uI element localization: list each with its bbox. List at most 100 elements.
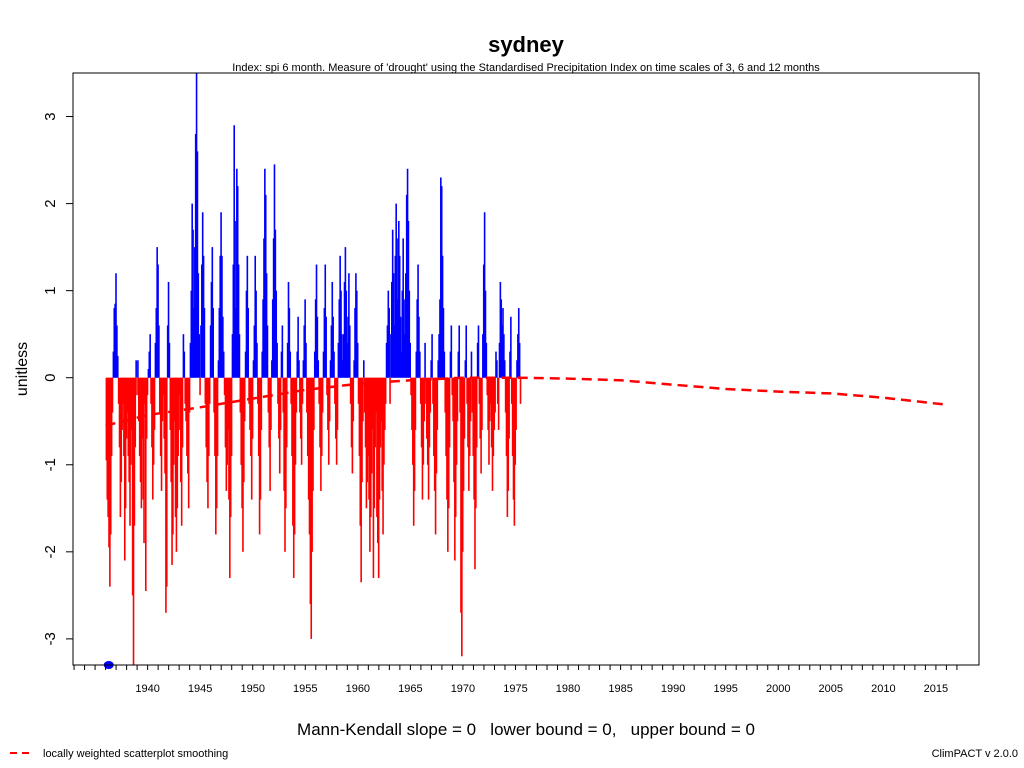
bar-negative (381, 377, 383, 491)
bar-negative (446, 377, 448, 500)
bar-negative (176, 377, 179, 509)
bar-positive (355, 290, 358, 378)
bar-negative (334, 377, 337, 439)
bar-positive (440, 177, 442, 378)
bar-negative (105, 377, 108, 461)
bar-negative (369, 377, 372, 517)
bar-negative (447, 377, 449, 552)
bar-negative (173, 377, 176, 422)
bar-positive (298, 360, 300, 378)
bar-negative (162, 377, 165, 396)
bar-negative (136, 377, 138, 396)
bar-negative (179, 377, 181, 430)
bar-positive (315, 264, 318, 378)
bar-positive (449, 351, 452, 378)
bar-positive (280, 351, 283, 378)
bar-positive (405, 273, 407, 378)
bar-negative (375, 377, 377, 413)
bar-negative (205, 377, 207, 448)
bar-positive (482, 334, 484, 378)
bar-negative (107, 377, 109, 517)
bar-positive (222, 316, 224, 378)
bar-positive (192, 229, 194, 378)
bar-negative (250, 377, 252, 457)
y-tick-label: -3 (42, 632, 59, 645)
bar-positive (281, 325, 284, 378)
bar-negative (133, 377, 136, 526)
bar-negative (349, 377, 352, 404)
bar-positive (470, 351, 473, 378)
x-tick-label: 2015 (924, 683, 948, 695)
bar-positive (399, 316, 402, 378)
bar-positive (484, 290, 487, 378)
bar-negative (411, 377, 413, 430)
bar-negative (419, 377, 422, 404)
bar-positive (338, 299, 341, 378)
bar-negative (228, 377, 230, 500)
bar-positive (406, 168, 409, 378)
bar-negative (144, 377, 146, 404)
bar-positive (265, 273, 268, 378)
bar-negative (291, 377, 293, 457)
bar-positive (398, 221, 400, 378)
bar-positive (148, 351, 151, 378)
bar-positive (252, 360, 255, 378)
bar-positive (137, 360, 139, 378)
bar-positive (210, 281, 213, 378)
bar-positive (297, 316, 299, 378)
bar-negative (423, 377, 425, 422)
x-tick-label: 1995 (713, 683, 737, 695)
bar-positive (353, 360, 355, 378)
bar-positive (329, 360, 332, 378)
bar-negative (377, 377, 380, 578)
bar-negative (215, 377, 217, 535)
bar-negative (185, 377, 187, 422)
bar-negative (250, 377, 253, 500)
bar-negative (310, 377, 313, 639)
bar-positive (166, 325, 169, 378)
bar-positive (344, 247, 347, 378)
bar-positive (346, 342, 348, 378)
bar-negative (108, 377, 110, 548)
bar-positive (391, 229, 394, 378)
bar-positive (339, 255, 341, 378)
bar-positive (443, 351, 446, 378)
bar-positive (314, 299, 317, 378)
bar-negative (300, 377, 303, 465)
bar-positive (219, 255, 221, 378)
bar-positive (167, 281, 170, 378)
bar-negative (475, 377, 478, 448)
bar-negative (422, 377, 425, 465)
bar-positive (388, 308, 390, 378)
bar-negative (180, 377, 183, 526)
bar-negative (126, 377, 129, 413)
bar-positive (419, 351, 421, 378)
bar-negative (132, 377, 135, 665)
bar-positive (509, 351, 511, 378)
bar-positive (271, 360, 273, 378)
bar-negative (109, 377, 111, 587)
bar-positive (502, 308, 504, 378)
bar-positive (158, 325, 160, 378)
bar-negative (463, 377, 466, 439)
bar-positive (342, 334, 345, 378)
bar-positive (156, 247, 158, 378)
bar-negative (109, 377, 112, 535)
bar-negative (492, 377, 495, 457)
bar-negative (292, 377, 294, 526)
bar-positive (408, 290, 411, 378)
bar-negative (412, 377, 414, 465)
bar-negative (352, 377, 355, 422)
bar-negative (383, 377, 385, 465)
bar-negative (365, 377, 368, 509)
bar-negative (279, 377, 282, 430)
bar-negative (309, 377, 312, 605)
bar-positive (393, 325, 396, 378)
bar-negative (473, 377, 475, 500)
bar-negative (240, 377, 243, 465)
bar-positive (154, 342, 157, 378)
smoothing-line (105, 376, 947, 427)
bar-negative (125, 377, 128, 439)
bar-positive (437, 360, 439, 378)
